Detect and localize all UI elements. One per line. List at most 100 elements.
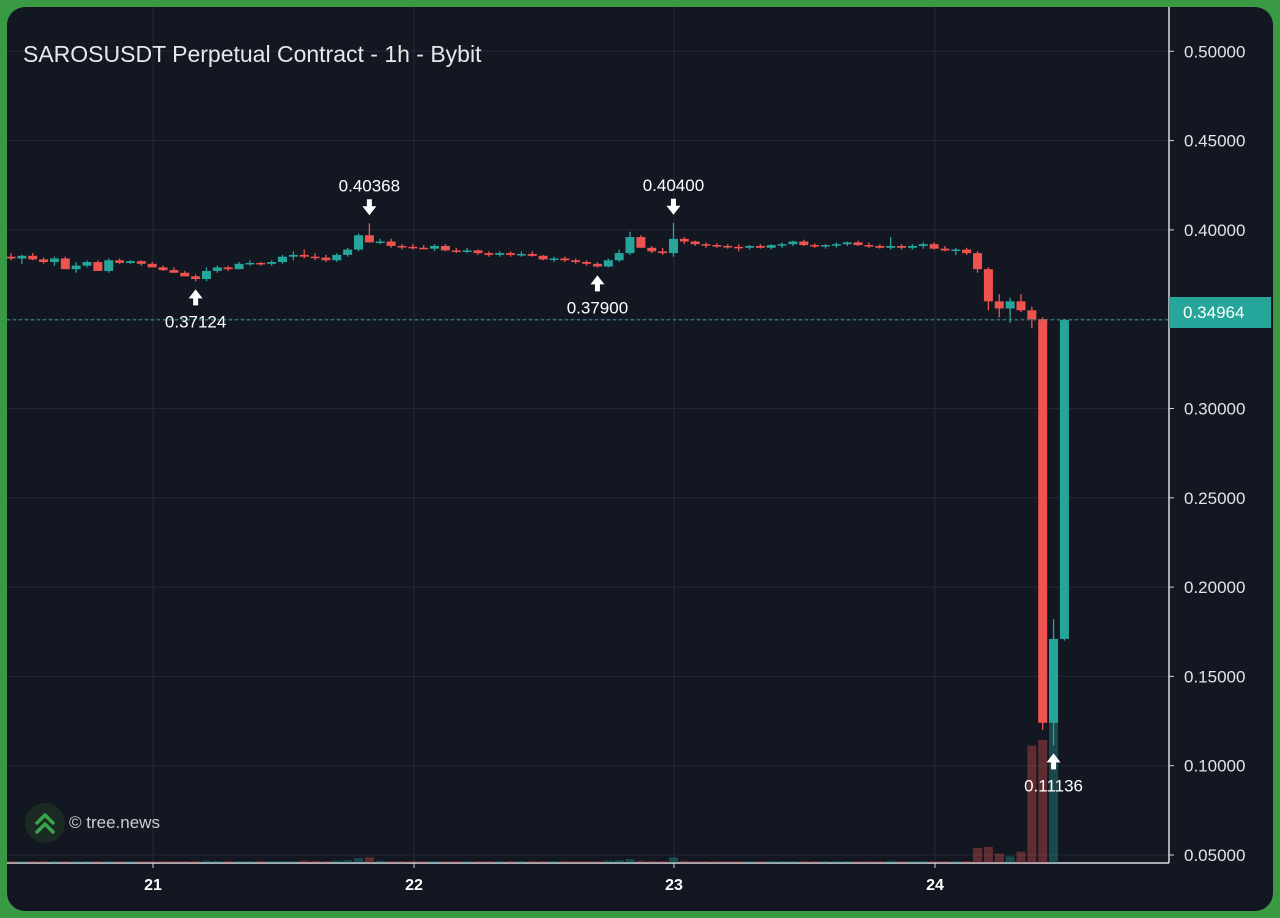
candle-body [1027, 310, 1037, 320]
candle-body [310, 256, 320, 259]
candle-body [419, 247, 429, 250]
candle-body [278, 256, 287, 263]
volume-bar [28, 861, 38, 863]
chart-title: SAROSUSDT Perpetual Contract - 1h - Bybi… [23, 41, 482, 67]
candle-body [549, 258, 559, 260]
candle-body [201, 270, 211, 280]
volume-bar [701, 861, 711, 863]
volume-bar [71, 861, 81, 863]
candle-body [668, 238, 678, 254]
y-tick-label: 0.05000 [1184, 846, 1245, 865]
candle-body [842, 242, 852, 245]
candle-body [701, 244, 711, 246]
candle-body [343, 249, 353, 255]
candle-body [690, 241, 700, 245]
arrow-up-icon [590, 275, 605, 292]
candle-body [430, 245, 440, 249]
volume-bar [864, 861, 874, 863]
volume-bar [39, 861, 49, 863]
volume-bar [918, 861, 928, 863]
y-tick-label: 0.40000 [1184, 221, 1245, 240]
candle-body [82, 262, 92, 266]
candle-body [147, 263, 157, 268]
candle-body [60, 258, 70, 270]
volume-bar [212, 861, 222, 863]
y-tick-label: 0.30000 [1184, 400, 1245, 419]
candle-body [28, 255, 38, 260]
candle-body [397, 245, 407, 248]
candle-body [7, 256, 16, 259]
volume-bar [180, 861, 190, 863]
volume-bar [549, 861, 559, 863]
volume-bar [7, 861, 16, 863]
watermark-text: © tree.news [69, 813, 160, 832]
volume-bar [104, 861, 114, 863]
candle-body [875, 245, 885, 248]
candle-body [777, 244, 787, 246]
volume-bar [810, 861, 820, 863]
watermark: © tree.news [25, 803, 160, 843]
volume-bar [582, 861, 592, 863]
candle-body [364, 235, 374, 243]
y-tick-label: 0.20000 [1184, 578, 1245, 597]
volume-bar [223, 861, 233, 863]
candle-body [918, 244, 928, 246]
candle-body [734, 246, 744, 249]
candle-body [799, 241, 809, 246]
volume-bar [125, 861, 135, 863]
volume-bar [983, 846, 993, 863]
y-tick-label: 0.10000 [1184, 757, 1245, 776]
candle-body [354, 235, 364, 250]
volume-bar [1049, 721, 1059, 863]
volume-bar [256, 861, 266, 863]
volume-bar [940, 861, 950, 863]
volume-bar [451, 861, 461, 863]
candle-body [17, 255, 27, 259]
candlestick-chart[interactable]: 0.500000.450000.400000.350000.300000.250… [7, 7, 1273, 911]
y-tick-label: 0.50000 [1184, 42, 1245, 61]
arrow-down-icon [362, 199, 377, 216]
candle-body [723, 245, 733, 248]
candle-body [332, 254, 342, 261]
volume-bar [744, 861, 754, 863]
candle-body [440, 245, 450, 251]
candle-body [973, 253, 983, 270]
candle-body [506, 253, 516, 255]
volume-bar [886, 860, 896, 863]
volume-bar [603, 860, 613, 863]
volume-bar [136, 861, 146, 863]
candle-body [386, 241, 396, 246]
volume-bar [495, 861, 505, 863]
volume-bar [343, 860, 353, 863]
y-tick-label: 0.15000 [1184, 667, 1245, 686]
candle-body [1038, 319, 1048, 723]
candle-body [571, 260, 581, 263]
volume-bar [842, 861, 852, 863]
candle-body [267, 262, 277, 264]
candle-body [853, 242, 863, 246]
volume-bar [516, 861, 526, 863]
volume-bar [397, 861, 407, 863]
candle-body [516, 254, 526, 256]
volume-bar [430, 861, 440, 863]
candle-body [810, 245, 820, 247]
volume-bar [799, 861, 809, 863]
candle-body [560, 258, 570, 261]
volume-bar [147, 861, 157, 863]
candle-body [821, 245, 830, 247]
volume-bar [821, 861, 830, 863]
candle-body [408, 246, 418, 249]
volume-bar [788, 861, 798, 863]
x-tick-label: 24 [926, 877, 944, 894]
volume-bar [538, 861, 548, 863]
volume-bar [158, 861, 168, 863]
candle-body [983, 269, 993, 302]
volume-bar [386, 861, 396, 863]
candle-body [864, 245, 874, 247]
volume-bar [191, 861, 201, 863]
candle-body [940, 248, 950, 251]
candle-body [658, 251, 668, 254]
candle-body [462, 250, 472, 252]
low-price-label: 0.37900 [567, 298, 628, 317]
candle-body [71, 265, 81, 270]
